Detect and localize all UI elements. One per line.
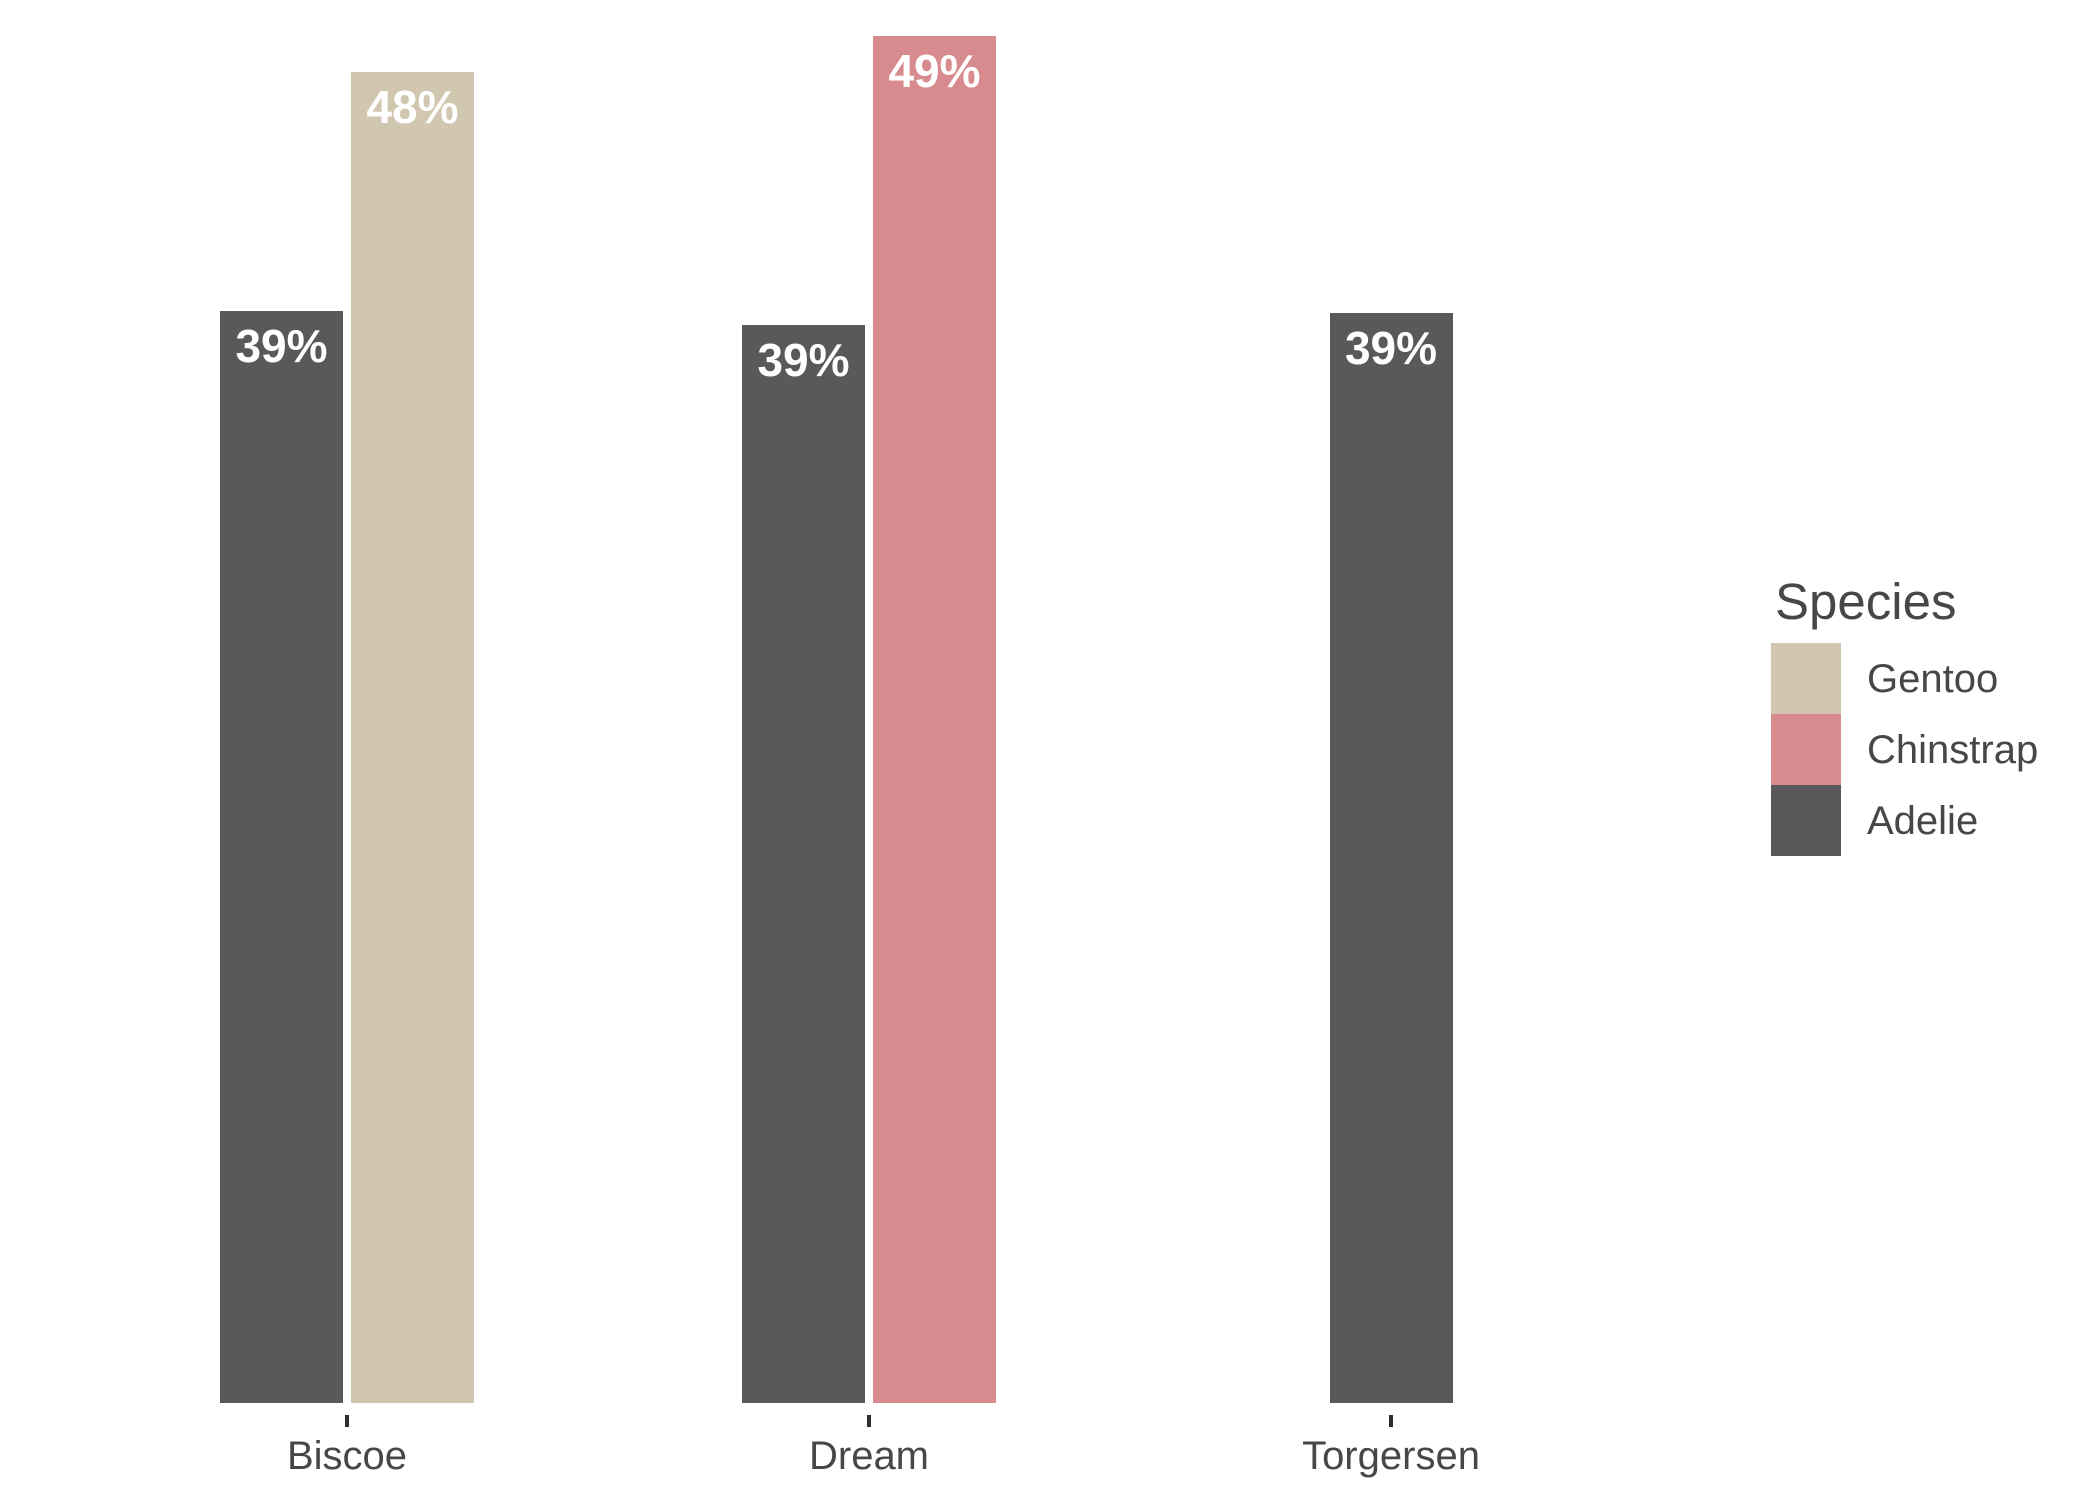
- legend: Species Gentoo Chinstrap Adelie: [1771, 576, 2038, 856]
- bar-value-label: 39%: [235, 320, 328, 372]
- legend-entries: Gentoo Chinstrap Adelie: [1771, 643, 2038, 856]
- bar-biscoe-gentoo: 48%: [351, 72, 474, 1403]
- bar-value-label: 49%: [888, 45, 981, 97]
- legend-label: Gentoo: [1867, 656, 1999, 701]
- bar-torgersen-adelie: 39%: [1329, 313, 1453, 1403]
- bar-dream-chinstrap: 49%: [873, 36, 996, 1403]
- legend-label: Adelie: [1867, 798, 1979, 843]
- bar-biscoe-adelie: 39%: [220, 311, 343, 1403]
- x-axis-tick: [867, 1415, 871, 1427]
- x-axis-label-torgersen: Torgersen: [1302, 1434, 1480, 1478]
- bar-value-label: 39%: [1344, 322, 1438, 374]
- legend-swatch-icon: [1771, 714, 1841, 785]
- x-axis-label-dream: Dream: [808, 1434, 930, 1478]
- legend-title: Species: [1775, 573, 1957, 630]
- x-axis-tick: [345, 1415, 349, 1427]
- bar-value-label: 39%: [757, 334, 850, 386]
- x-axis-tick: [1389, 1415, 1393, 1427]
- legend-swatch-icon: [1771, 643, 1841, 714]
- legend-entry-adelie: Adelie: [1771, 785, 2038, 856]
- legend-label: Chinstrap: [1867, 727, 2039, 772]
- legend-entry-chinstrap: Chinstrap: [1771, 714, 2038, 785]
- bar-dream-adelie: 39%: [742, 325, 865, 1403]
- x-axis-label-biscoe: Biscoe: [286, 1434, 408, 1478]
- legend-entry-gentoo: Gentoo: [1771, 643, 2038, 714]
- bar-value-label: 48%: [366, 81, 459, 133]
- legend-swatch-icon: [1771, 785, 1841, 856]
